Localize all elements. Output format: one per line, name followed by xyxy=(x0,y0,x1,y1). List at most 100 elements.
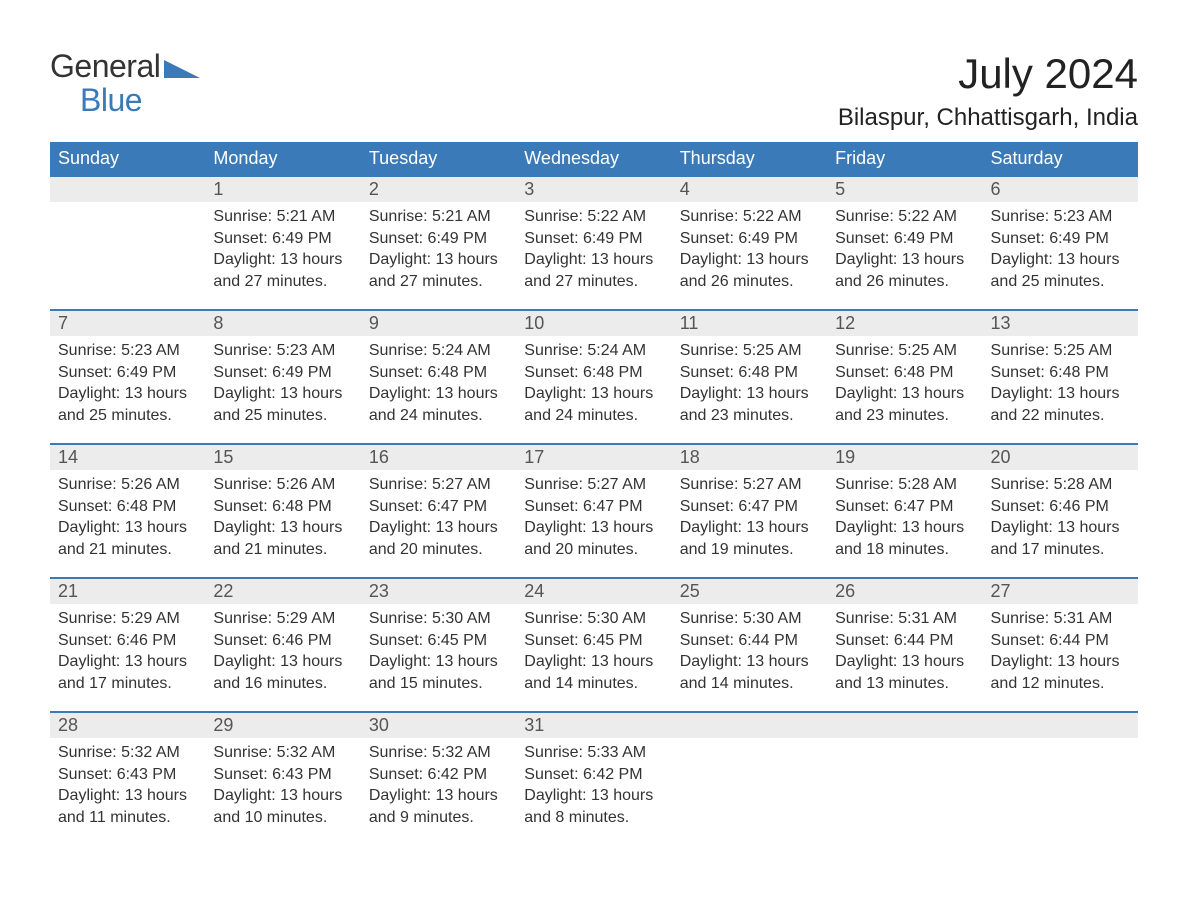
daylight-text: Daylight: 13 hours and 23 minutes. xyxy=(835,383,974,426)
daylight-text: Daylight: 13 hours and 15 minutes. xyxy=(369,651,508,694)
sunrise-text: Sunrise: 5:31 AM xyxy=(991,608,1130,630)
daynum-row: 28293031 xyxy=(50,712,1138,738)
sunrise-text: Sunrise: 5:30 AM xyxy=(524,608,663,630)
daylight-text: Daylight: 13 hours and 12 minutes. xyxy=(991,651,1130,694)
day-cell-empty xyxy=(983,738,1138,846)
page-header: General Blue July 2024 Bilaspur, Chhatti… xyxy=(50,50,1138,132)
sunrise-text: Sunrise: 5:24 AM xyxy=(524,340,663,362)
sunrise-text: Sunrise: 5:23 AM xyxy=(213,340,352,362)
sunset-text: Sunset: 6:48 PM xyxy=(991,362,1130,384)
sunset-text: Sunset: 6:48 PM xyxy=(680,362,819,384)
daylight-text: Daylight: 13 hours and 9 minutes. xyxy=(369,785,508,828)
daylight-text: Daylight: 13 hours and 17 minutes. xyxy=(58,651,197,694)
sunset-text: Sunset: 6:49 PM xyxy=(835,228,974,250)
weekday-header: Thursday xyxy=(672,142,827,176)
sunset-text: Sunset: 6:48 PM xyxy=(58,496,197,518)
day-cell: Sunrise: 5:25 AMSunset: 6:48 PMDaylight:… xyxy=(672,336,827,444)
sunset-text: Sunset: 6:42 PM xyxy=(369,764,508,786)
title-location: Bilaspur, Chhattisgarh, India xyxy=(838,104,1138,132)
day-cell: Sunrise: 5:28 AMSunset: 6:47 PMDaylight:… xyxy=(827,470,982,578)
sunrise-text: Sunrise: 5:22 AM xyxy=(680,206,819,228)
day-number: 10 xyxy=(516,310,671,336)
sunrise-text: Sunrise: 5:24 AM xyxy=(369,340,508,362)
weekday-header: Friday xyxy=(827,142,982,176)
daynum-row: 78910111213 xyxy=(50,310,1138,336)
sunrise-text: Sunrise: 5:32 AM xyxy=(369,742,508,764)
day-number-empty xyxy=(983,712,1138,738)
day-cell: Sunrise: 5:30 AMSunset: 6:45 PMDaylight:… xyxy=(361,604,516,712)
daylight-text: Daylight: 13 hours and 23 minutes. xyxy=(680,383,819,426)
day-cell: Sunrise: 5:24 AMSunset: 6:48 PMDaylight:… xyxy=(516,336,671,444)
weekday-header: Tuesday xyxy=(361,142,516,176)
sunset-text: Sunset: 6:49 PM xyxy=(991,228,1130,250)
sunset-text: Sunset: 6:49 PM xyxy=(680,228,819,250)
sunrise-text: Sunrise: 5:25 AM xyxy=(680,340,819,362)
sunrise-text: Sunrise: 5:32 AM xyxy=(213,742,352,764)
day-number-empty xyxy=(50,176,205,202)
day-number: 23 xyxy=(361,578,516,604)
day-number: 8 xyxy=(205,310,360,336)
sunrise-text: Sunrise: 5:22 AM xyxy=(835,206,974,228)
sunset-text: Sunset: 6:49 PM xyxy=(369,228,508,250)
day-cell-empty xyxy=(827,738,982,846)
daynum-row: 123456 xyxy=(50,176,1138,202)
sunrise-text: Sunrise: 5:29 AM xyxy=(58,608,197,630)
day-cell-empty xyxy=(50,202,205,310)
day-cell: Sunrise: 5:23 AMSunset: 6:49 PMDaylight:… xyxy=(983,202,1138,310)
sunset-text: Sunset: 6:47 PM xyxy=(369,496,508,518)
day-cell: Sunrise: 5:30 AMSunset: 6:44 PMDaylight:… xyxy=(672,604,827,712)
day-cell: Sunrise: 5:26 AMSunset: 6:48 PMDaylight:… xyxy=(205,470,360,578)
day-cell: Sunrise: 5:21 AMSunset: 6:49 PMDaylight:… xyxy=(205,202,360,310)
day-cell: Sunrise: 5:32 AMSunset: 6:43 PMDaylight:… xyxy=(205,738,360,846)
logo-word-2: Blue xyxy=(80,84,200,118)
sunset-text: Sunset: 6:49 PM xyxy=(213,228,352,250)
day-number: 28 xyxy=(50,712,205,738)
sunrise-text: Sunrise: 5:26 AM xyxy=(213,474,352,496)
day-cell: Sunrise: 5:25 AMSunset: 6:48 PMDaylight:… xyxy=(983,336,1138,444)
sunrise-text: Sunrise: 5:21 AM xyxy=(213,206,352,228)
title-month: July 2024 xyxy=(838,50,1138,98)
sunrise-text: Sunrise: 5:26 AM xyxy=(58,474,197,496)
daylight-text: Daylight: 13 hours and 27 minutes. xyxy=(524,249,663,292)
sunset-text: Sunset: 6:48 PM xyxy=(524,362,663,384)
day-number: 13 xyxy=(983,310,1138,336)
logo-triangle-icon xyxy=(164,60,200,78)
day-cell: Sunrise: 5:25 AMSunset: 6:48 PMDaylight:… xyxy=(827,336,982,444)
sunset-text: Sunset: 6:49 PM xyxy=(524,228,663,250)
daylight-text: Daylight: 13 hours and 11 minutes. xyxy=(58,785,197,828)
daylight-text: Daylight: 13 hours and 22 minutes. xyxy=(991,383,1130,426)
content-row: Sunrise: 5:29 AMSunset: 6:46 PMDaylight:… xyxy=(50,604,1138,712)
sunset-text: Sunset: 6:43 PM xyxy=(213,764,352,786)
weekday-header: Saturday xyxy=(983,142,1138,176)
sunrise-text: Sunrise: 5:32 AM xyxy=(58,742,197,764)
sunrise-text: Sunrise: 5:30 AM xyxy=(369,608,508,630)
day-number: 4 xyxy=(672,176,827,202)
day-cell: Sunrise: 5:30 AMSunset: 6:45 PMDaylight:… xyxy=(516,604,671,712)
day-cell-empty xyxy=(672,738,827,846)
sunrise-text: Sunrise: 5:29 AM xyxy=(213,608,352,630)
day-number: 9 xyxy=(361,310,516,336)
sunset-text: Sunset: 6:47 PM xyxy=(835,496,974,518)
day-cell: Sunrise: 5:31 AMSunset: 6:44 PMDaylight:… xyxy=(983,604,1138,712)
day-cell: Sunrise: 5:32 AMSunset: 6:43 PMDaylight:… xyxy=(50,738,205,846)
daynum-row: 14151617181920 xyxy=(50,444,1138,470)
day-number: 6 xyxy=(983,176,1138,202)
sunset-text: Sunset: 6:48 PM xyxy=(369,362,508,384)
logo: General Blue xyxy=(50,50,200,117)
sunset-text: Sunset: 6:43 PM xyxy=(58,764,197,786)
content-row: Sunrise: 5:26 AMSunset: 6:48 PMDaylight:… xyxy=(50,470,1138,578)
sunset-text: Sunset: 6:49 PM xyxy=(213,362,352,384)
day-number: 14 xyxy=(50,444,205,470)
sunrise-text: Sunrise: 5:33 AM xyxy=(524,742,663,764)
day-number: 26 xyxy=(827,578,982,604)
day-number: 19 xyxy=(827,444,982,470)
daylight-text: Daylight: 13 hours and 25 minutes. xyxy=(991,249,1130,292)
weekday-header: Wednesday xyxy=(516,142,671,176)
daylight-text: Daylight: 13 hours and 10 minutes. xyxy=(213,785,352,828)
day-cell: Sunrise: 5:27 AMSunset: 6:47 PMDaylight:… xyxy=(361,470,516,578)
day-number: 15 xyxy=(205,444,360,470)
day-cell: Sunrise: 5:28 AMSunset: 6:46 PMDaylight:… xyxy=(983,470,1138,578)
day-cell: Sunrise: 5:27 AMSunset: 6:47 PMDaylight:… xyxy=(516,470,671,578)
sunset-text: Sunset: 6:44 PM xyxy=(991,630,1130,652)
day-number: 16 xyxy=(361,444,516,470)
